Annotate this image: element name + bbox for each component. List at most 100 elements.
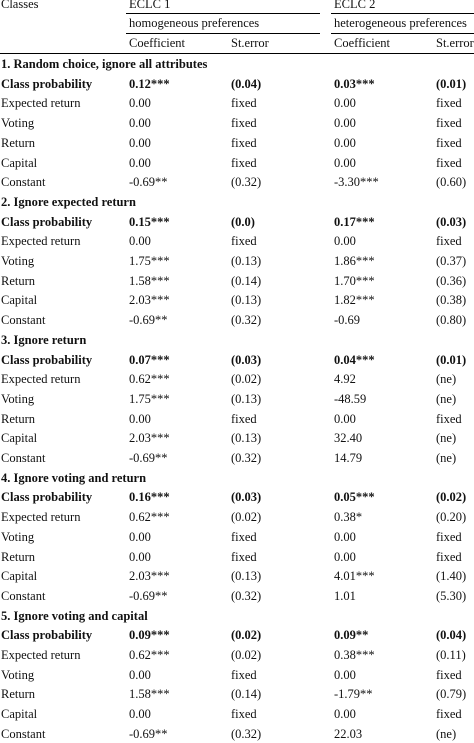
st-error-eclc2: fixed (436, 116, 462, 131)
coefficient-eclc1: 0.15*** (129, 214, 170, 229)
st-error-eclc1: fixed (231, 234, 257, 249)
coefficient-eclc1: 0.12*** (129, 76, 170, 91)
coefficient-eclc2: 0.03*** (334, 76, 375, 91)
coefficient-eclc1: -0.69** (129, 726, 168, 741)
coefficient-eclc2: 4.92 (334, 372, 356, 387)
coefficient-eclc1: -0.69** (129, 313, 168, 328)
st-error-eclc2: (0.80) (436, 313, 467, 328)
st-error-eclc2: fixed (436, 411, 462, 426)
coefficient-eclc1: 2.03*** (129, 293, 170, 308)
st-error-eclc1: (0.13) (231, 431, 262, 446)
st-error-eclc1: (0.13) (231, 391, 262, 406)
st-error-eclc2: (0.20) (436, 510, 467, 525)
st-error-eclc2: fixed (436, 529, 462, 544)
coefficient-eclc1: 0.00 (129, 549, 151, 564)
coefficient-eclc1: 2.03*** (129, 569, 170, 584)
row-label: Expected return (1, 648, 81, 662)
row-label: Expected return (1, 234, 81, 249)
st-error-eclc1: fixed (231, 549, 257, 564)
st-error-eclc1: (0.13) (231, 254, 262, 268)
st-error-eclc1: (0.14) (231, 687, 262, 702)
row-label: Return (1, 135, 36, 150)
st-error-eclc2: (0.60) (436, 175, 467, 190)
coefficient-eclc1: 0.09*** (129, 628, 170, 643)
st-error-eclc1: (0.13) (231, 293, 262, 308)
st-error-eclc2: (0.79) (436, 687, 467, 702)
st-error-eclc2: (0.01) (436, 352, 467, 367)
st-error-eclc1: fixed (231, 155, 257, 170)
st-error-eclc1: (0.0) (231, 214, 255, 229)
st-error-eclc2: (0.03) (436, 214, 467, 229)
header-subrule-eclc1 (126, 33, 320, 34)
row-label: Capital (1, 431, 38, 446)
st-error-eclc1: fixed (231, 529, 257, 544)
row-label: Class probability (1, 628, 93, 643)
row-label: Class probability (1, 214, 93, 229)
coefficient-eclc1: 0.07*** (129, 352, 170, 367)
row-label: Expected return (1, 96, 81, 111)
st-error-eclc1: (0.04) (231, 76, 262, 91)
coefficient-eclc1: -0.69** (129, 588, 168, 603)
section-title: 4. Ignore voting and return (1, 470, 147, 485)
header-bottom-rule (0, 53, 474, 54)
st-error-eclc1: (0.13) (231, 569, 262, 584)
coefficient-eclc1: 0.00 (129, 116, 151, 131)
st-error-eclc1: (0.02) (231, 628, 262, 643)
coefficient-eclc1: 0.00 (129, 707, 151, 722)
row-label: Return (1, 411, 36, 426)
coefficient-eclc1: -0.69** (129, 451, 168, 465)
coefficient-eclc2: 1.86*** (334, 254, 375, 268)
coefficient-eclc1: 1.58*** (129, 687, 170, 702)
row-label: Constant (1, 726, 46, 741)
st-error-eclc1: (0.32) (231, 588, 262, 603)
row-label: Capital (1, 155, 38, 170)
st-error-eclc1: (0.32) (231, 175, 262, 190)
coefficient-eclc1: 0.16*** (129, 490, 170, 505)
coefficient-eclc1: 0.62*** (129, 510, 170, 525)
coefficient-eclc1: 0.00 (129, 411, 151, 426)
coefficient-eclc1: 1.75*** (129, 254, 170, 268)
section-title: 1. Random choice, ignore all attributes (1, 57, 208, 71)
coefficient-eclc2: -1.79** (334, 687, 373, 702)
st-error-eclc1: (0.02) (231, 648, 262, 662)
coefficient-eclc2: 0.00 (334, 529, 356, 544)
st-error-eclc2: (1.40) (436, 569, 467, 584)
st-error-eclc1: fixed (231, 707, 257, 722)
coefficient-eclc2: 0.00 (334, 135, 356, 150)
coefficient-eclc1: 0.00 (129, 234, 151, 249)
coefficient-eclc2: 1.82*** (334, 293, 375, 308)
row-label: Class probability (1, 76, 93, 91)
coefficient-eclc2: 0.00 (334, 411, 356, 426)
st-error-eclc2: (ne) (436, 726, 457, 741)
row-label: Constant (1, 588, 46, 603)
st-error-eclc2: fixed (436, 707, 462, 722)
header-rule-eclc1 (126, 13, 320, 14)
st-error-eclc2: (0.36) (436, 273, 467, 288)
header-se2: St.error (436, 36, 474, 50)
coefficient-eclc2: 0.05*** (334, 490, 375, 505)
coefficient-eclc2: 32.40 (334, 431, 363, 446)
st-error-eclc1: fixed (231, 96, 257, 111)
row-label: Constant (1, 313, 46, 328)
coefficient-eclc2: 0.00 (334, 155, 356, 170)
row-label: Class probability (1, 352, 93, 367)
row-label: Constant (1, 451, 46, 465)
coefficient-eclc2: 0.09** (334, 628, 369, 643)
row-label: Capital (1, 569, 38, 584)
header-se1: St.error (231, 36, 269, 50)
coefficient-eclc2: 0.17*** (334, 214, 375, 229)
coefficient-eclc1: 1.58*** (129, 273, 170, 288)
st-error-eclc1: (0.32) (231, 726, 262, 741)
row-label: Return (1, 549, 36, 564)
coefficient-eclc1: 0.00 (129, 96, 151, 111)
row-label: Return (1, 687, 36, 702)
coefficient-eclc2: 22.03 (334, 726, 363, 741)
coefficient-eclc2: -3.30*** (334, 175, 379, 190)
header-eclc1: ECLC 1 (129, 0, 171, 11)
st-error-eclc2: fixed (436, 155, 462, 170)
coefficient-eclc2: 0.38*** (334, 648, 375, 662)
st-error-eclc2: (ne) (436, 451, 457, 465)
coefficient-eclc2: 1.70*** (334, 273, 375, 288)
coefficient-eclc2: -48.59 (334, 391, 367, 406)
st-error-eclc2: (0.01) (436, 76, 467, 91)
